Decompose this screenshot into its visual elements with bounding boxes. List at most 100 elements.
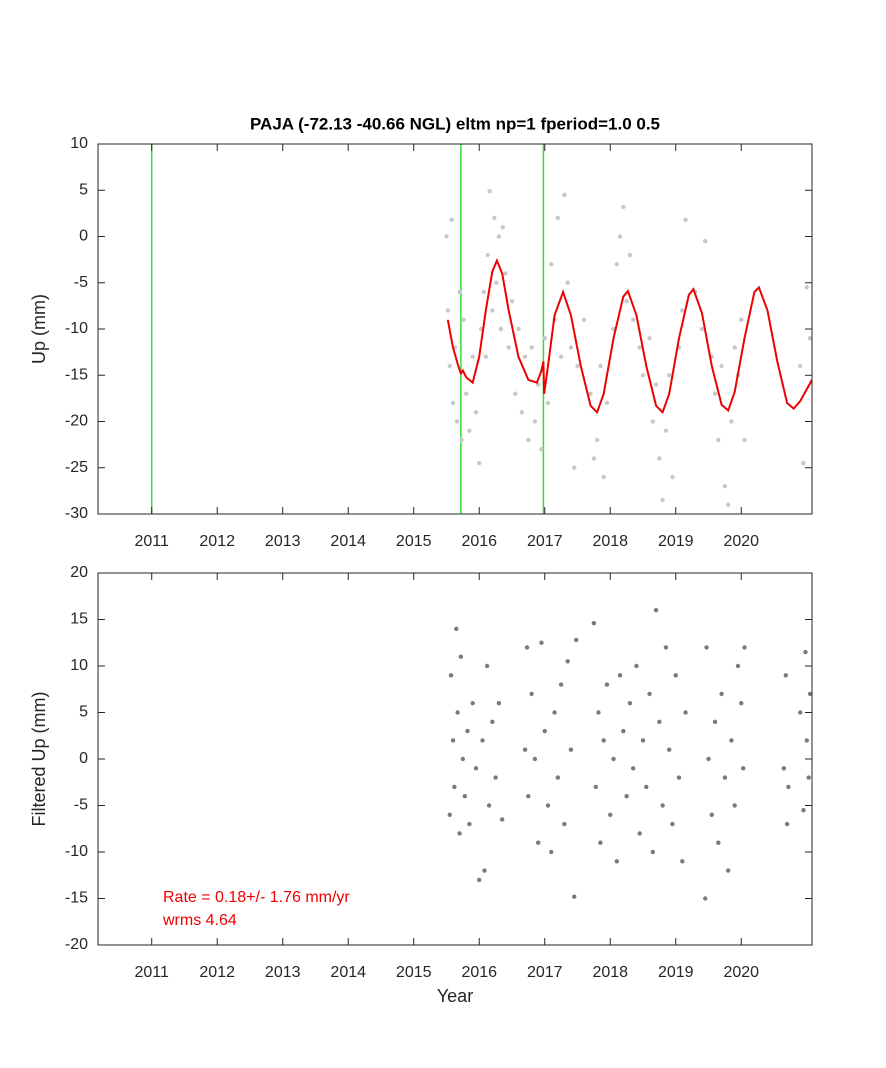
data-point	[490, 719, 495, 724]
data-point	[473, 410, 479, 415]
data-point	[485, 252, 490, 258]
data-point	[591, 621, 597, 626]
y-tick-label: 0	[79, 228, 88, 245]
data-point	[617, 234, 623, 239]
data-point	[503, 271, 508, 276]
x-tick-label: 2014	[330, 533, 366, 550]
data-point	[575, 363, 580, 369]
data-point	[627, 701, 633, 706]
x-tick-label: 2011	[135, 533, 170, 550]
data-point	[663, 428, 669, 433]
chart-title: PAJA (-72.13 -40.66 NGL) eltm np=1 fperi…	[250, 114, 660, 133]
data-point	[660, 497, 665, 503]
data-point	[496, 234, 502, 239]
data-point	[539, 447, 544, 452]
data-point	[783, 673, 788, 678]
data-point	[637, 831, 642, 836]
data-point	[499, 817, 505, 822]
data-point	[732, 803, 737, 808]
data-point	[482, 868, 487, 873]
data-point	[634, 663, 639, 669]
data-point	[804, 738, 809, 743]
data-point	[555, 215, 561, 221]
data-point	[739, 701, 744, 706]
data-point	[676, 775, 682, 780]
data-point	[532, 419, 538, 424]
data-point	[725, 502, 731, 507]
data-point	[598, 363, 603, 369]
y-tick-label: -15	[65, 366, 88, 383]
data-point	[729, 738, 734, 743]
x-tick-label: 2014	[330, 964, 366, 981]
data-point	[459, 437, 464, 443]
data-point	[722, 775, 728, 780]
data-point	[807, 336, 812, 341]
data-point	[450, 400, 456, 406]
data-point	[803, 649, 808, 655]
data-point	[457, 289, 462, 295]
data-point	[565, 280, 570, 285]
x-tick-label: 2012	[199, 964, 235, 981]
data-point	[462, 794, 468, 799]
data-point	[804, 285, 809, 290]
data-point	[624, 299, 629, 304]
data-point	[742, 437, 747, 443]
data-point	[461, 317, 466, 322]
x-tick-label: 2013	[265, 533, 301, 550]
y-tick-label: -20	[65, 936, 88, 953]
y-tick-label: 10	[70, 135, 88, 152]
x-tick-label: 2017	[527, 533, 563, 550]
data-point	[500, 225, 506, 230]
data-point	[594, 437, 600, 443]
data-point	[519, 410, 525, 415]
data-point	[601, 738, 606, 743]
y-tick-label: -15	[65, 890, 88, 907]
fit-line	[446, 257, 812, 415]
x-tick-label: 2019	[658, 533, 694, 550]
data-point	[596, 710, 601, 715]
y-tick-label: 5	[79, 704, 88, 721]
data-point	[621, 728, 626, 734]
data-point	[445, 308, 450, 313]
data-point	[542, 728, 547, 734]
data-point	[704, 645, 709, 650]
data-point	[729, 419, 734, 424]
data-point	[481, 289, 487, 295]
data-point	[593, 784, 599, 790]
data-point	[555, 775, 561, 780]
data-point	[781, 766, 787, 771]
data-point	[653, 382, 659, 387]
data-point	[573, 637, 579, 643]
x-tick-label: 2016	[461, 533, 497, 550]
y-tick-label: -20	[65, 413, 88, 430]
data-point	[552, 710, 557, 715]
data-point	[568, 747, 574, 752]
data-point	[522, 354, 528, 359]
data-point	[663, 645, 669, 650]
data-point	[801, 460, 806, 466]
data-point	[558, 354, 564, 359]
data-point	[699, 326, 705, 332]
data-point	[591, 456, 597, 461]
data-point	[522, 747, 528, 752]
data-point	[647, 691, 652, 697]
data-point	[498, 326, 504, 332]
data-point	[572, 894, 577, 899]
data-point	[630, 317, 636, 322]
data-point	[562, 192, 567, 198]
data-point	[477, 460, 482, 466]
data-point	[450, 738, 456, 743]
data-point	[637, 345, 642, 350]
y-tick-label: -5	[74, 797, 88, 814]
plot-area	[98, 144, 812, 514]
y-tick-label: -10	[65, 843, 88, 860]
data-point	[611, 756, 616, 762]
data-point	[741, 766, 746, 771]
data-point	[683, 217, 688, 223]
data-point	[617, 673, 623, 678]
data-point	[598, 840, 603, 845]
y-tick-label: 20	[70, 564, 88, 581]
data-point	[449, 217, 454, 223]
data-point	[549, 849, 554, 855]
x-tick-label: 2012	[199, 533, 235, 550]
